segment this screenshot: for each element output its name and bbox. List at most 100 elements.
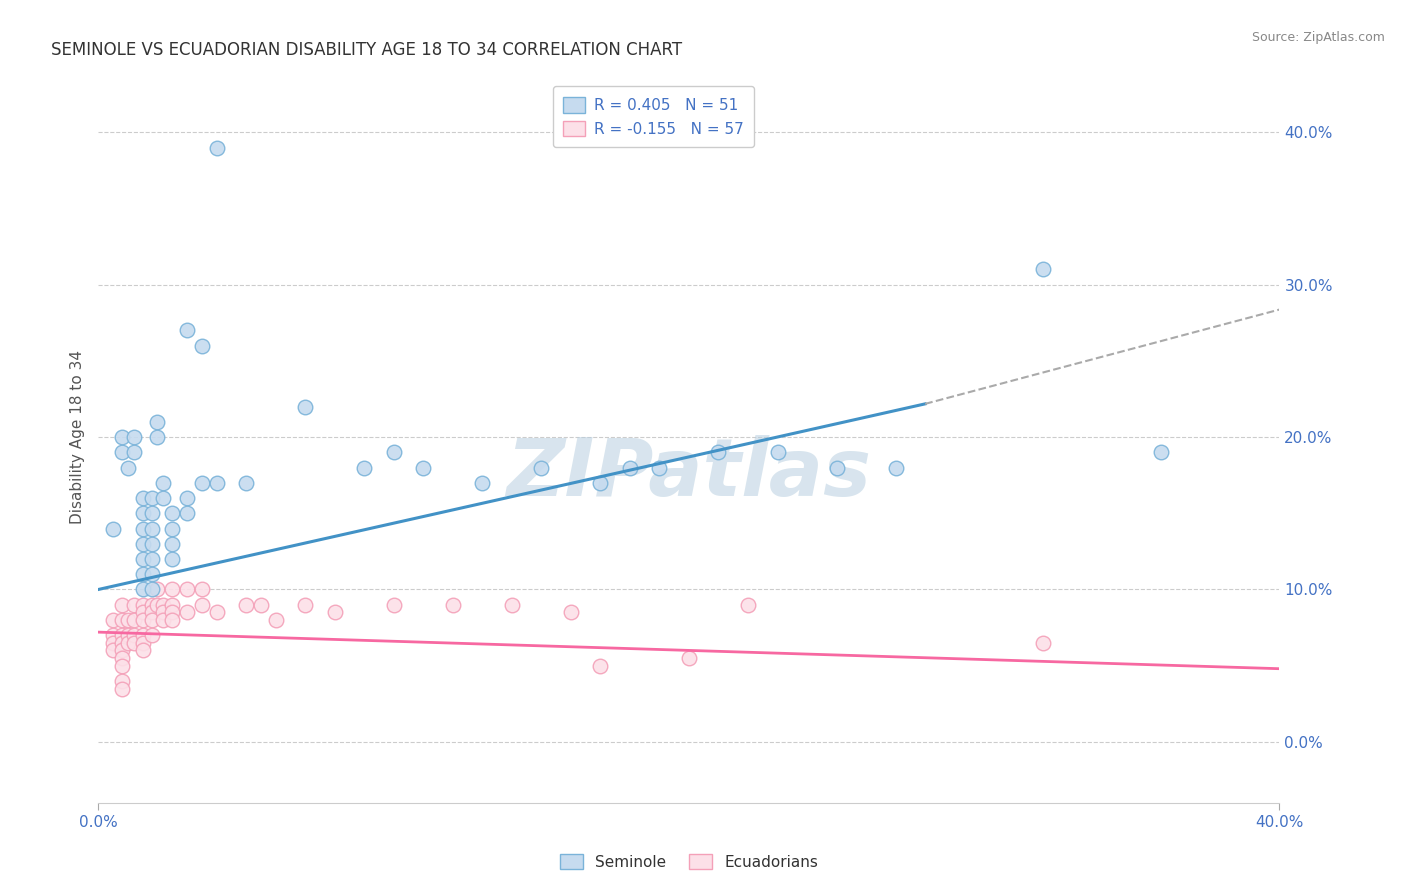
- Point: [589, 658, 612, 673]
- Point: [146, 430, 169, 444]
- Point: [152, 475, 174, 490]
- Point: [162, 605, 183, 619]
- Point: [146, 415, 169, 429]
- Point: [132, 643, 155, 657]
- Point: [205, 605, 228, 619]
- Point: [132, 521, 155, 535]
- Point: [103, 643, 125, 657]
- Point: [884, 460, 907, 475]
- Point: [162, 521, 183, 535]
- Point: [1150, 445, 1173, 459]
- Point: [560, 605, 582, 619]
- Point: [162, 598, 183, 612]
- Point: [122, 636, 145, 650]
- Point: [141, 628, 163, 642]
- Point: [141, 521, 163, 535]
- Point: [122, 598, 145, 612]
- Point: [132, 552, 155, 566]
- Point: [162, 537, 183, 551]
- Point: [122, 628, 145, 642]
- Point: [235, 475, 257, 490]
- Point: [122, 430, 145, 444]
- Point: [766, 445, 789, 459]
- Point: [152, 605, 174, 619]
- Point: [103, 636, 125, 650]
- Point: [132, 537, 155, 551]
- Point: [111, 673, 134, 688]
- Point: [141, 605, 163, 619]
- Point: [205, 475, 228, 490]
- Point: [323, 605, 346, 619]
- Point: [141, 582, 163, 597]
- Point: [111, 628, 134, 642]
- Point: [250, 598, 273, 612]
- Point: [111, 636, 134, 650]
- Point: [132, 598, 155, 612]
- Point: [191, 598, 214, 612]
- Point: [117, 613, 139, 627]
- Point: [141, 598, 163, 612]
- Point: [648, 460, 671, 475]
- Point: [146, 582, 169, 597]
- Text: Source: ZipAtlas.com: Source: ZipAtlas.com: [1251, 31, 1385, 45]
- Point: [141, 613, 163, 627]
- Point: [294, 400, 316, 414]
- Point: [103, 628, 125, 642]
- Point: [111, 643, 134, 657]
- Point: [103, 613, 125, 627]
- Point: [162, 613, 183, 627]
- Point: [132, 636, 155, 650]
- Point: [294, 598, 316, 612]
- Point: [111, 430, 134, 444]
- Point: [441, 598, 464, 612]
- Point: [589, 475, 612, 490]
- Point: [1032, 262, 1054, 277]
- Point: [1032, 636, 1054, 650]
- Point: [141, 567, 163, 582]
- Point: [191, 338, 214, 352]
- Point: [132, 628, 155, 642]
- Point: [176, 491, 198, 505]
- Point: [132, 567, 155, 582]
- Y-axis label: Disability Age 18 to 34: Disability Age 18 to 34: [69, 350, 84, 524]
- Point: [132, 491, 155, 505]
- Point: [707, 445, 730, 459]
- Point: [235, 598, 257, 612]
- Point: [619, 460, 641, 475]
- Point: [117, 636, 139, 650]
- Point: [122, 445, 145, 459]
- Point: [162, 506, 183, 520]
- Point: [132, 582, 155, 597]
- Point: [264, 613, 287, 627]
- Point: [176, 605, 198, 619]
- Point: [737, 598, 759, 612]
- Point: [111, 658, 134, 673]
- Point: [412, 460, 434, 475]
- Point: [141, 552, 163, 566]
- Point: [111, 681, 134, 696]
- Point: [530, 460, 553, 475]
- Point: [132, 506, 155, 520]
- Point: [382, 445, 405, 459]
- Point: [132, 613, 155, 627]
- Point: [111, 445, 134, 459]
- Text: SEMINOLE VS ECUADORIAN DISABILITY AGE 18 TO 34 CORRELATION CHART: SEMINOLE VS ECUADORIAN DISABILITY AGE 18…: [51, 41, 682, 59]
- Point: [176, 582, 198, 597]
- Point: [111, 613, 134, 627]
- Point: [122, 613, 145, 627]
- Point: [132, 605, 155, 619]
- Point: [152, 491, 174, 505]
- Point: [471, 475, 494, 490]
- Point: [382, 598, 405, 612]
- Point: [205, 140, 228, 154]
- Point: [146, 598, 169, 612]
- Point: [176, 323, 198, 337]
- Point: [152, 613, 174, 627]
- Point: [103, 521, 125, 535]
- Point: [176, 506, 198, 520]
- Point: [141, 537, 163, 551]
- Point: [117, 460, 139, 475]
- Point: [678, 651, 700, 665]
- Point: [162, 552, 183, 566]
- Point: [111, 651, 134, 665]
